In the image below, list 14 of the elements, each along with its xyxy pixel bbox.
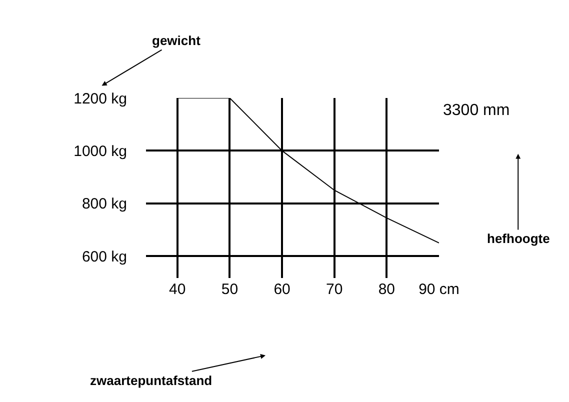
- y-tick-label: 1000 kg: [74, 142, 127, 160]
- x-tick-label: 70: [326, 281, 343, 298]
- x-tick-label: 40: [169, 281, 186, 298]
- text: 3300 mm: [443, 102, 510, 119]
- y-tick-label: 1200 kg: [74, 90, 127, 108]
- x-tick-label: 90 cm: [418, 281, 460, 298]
- text: zwaartepuntafstand: [90, 373, 212, 388]
- text: gewicht: [152, 33, 202, 48]
- x-tick-label: 60: [274, 281, 290, 298]
- y-tick-label: 800 kg: [82, 196, 127, 213]
- x-tick-label: 50: [221, 281, 238, 298]
- text: hefhoogte: [487, 231, 550, 246]
- x-tick-label: 80: [378, 281, 396, 298]
- y-tick-label: 600 kg: [82, 248, 127, 266]
